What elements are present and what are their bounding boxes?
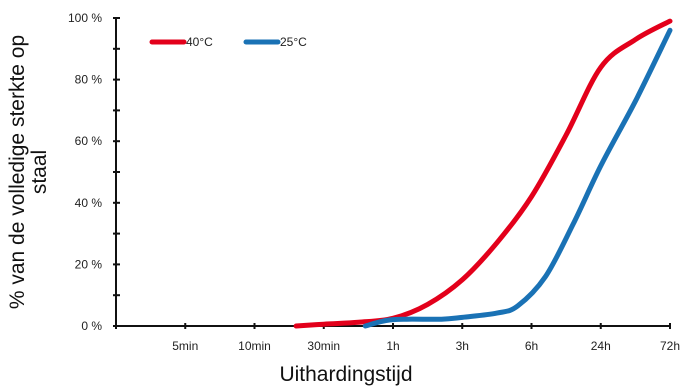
y-axis-title-line: staal	[28, 150, 51, 194]
x-tick-label: 10min	[238, 339, 271, 353]
y-tick-label: 100 %	[68, 11, 102, 25]
x-tick-label: 1h	[386, 339, 399, 353]
y-tick-label: 0 %	[81, 319, 102, 333]
axes	[115, 18, 670, 327]
y-axis-title-line: % van de volledige sterkte op	[6, 35, 29, 309]
legend-label: 40°C	[186, 35, 213, 49]
y-tick-label: 40 %	[75, 196, 103, 210]
legend: 40°C 25°C	[149, 35, 307, 49]
series-line-40°C	[293, 18, 673, 329]
x-axis-title: Uithardingstijd	[279, 363, 412, 386]
x-tick-label: 24h	[591, 339, 611, 353]
ticks: 0 % 20 % 40 % 60 % 80 % 100 % 5min 10min 30min 1h…	[68, 11, 680, 353]
x-tick-label: 30min	[307, 339, 340, 353]
y-tick-label: 80 %	[75, 73, 103, 87]
x-tick-label: 72h	[660, 339, 680, 353]
x-tick-label: 6h	[525, 339, 538, 353]
x-tick-label: 3h	[456, 339, 469, 353]
x-tick-label: 5min	[172, 339, 198, 353]
y-tick-label: 20 %	[75, 257, 103, 271]
y-axis-title: % van de volledige sterkte op staal	[6, 35, 51, 309]
series-lines	[293, 18, 673, 329]
legend-label: 25°C	[280, 35, 307, 49]
y-tick-label: 60 %	[75, 134, 103, 148]
series-line-25°C	[362, 27, 673, 329]
